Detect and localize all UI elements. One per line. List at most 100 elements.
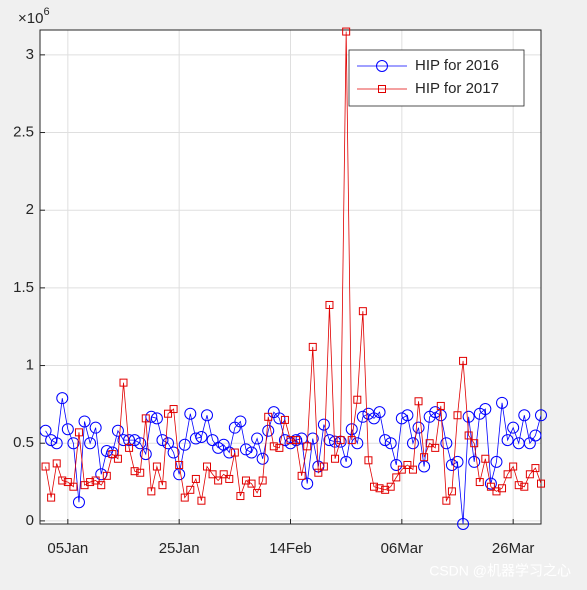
marker	[108, 450, 117, 459]
marker	[514, 481, 523, 490]
marker	[184, 407, 197, 420]
marker	[162, 437, 175, 450]
y-multiplier-exponent: 6	[43, 6, 49, 18]
marker	[509, 462, 518, 471]
marker	[325, 300, 334, 309]
legend-marker	[378, 85, 386, 93]
y-tick-label: 2.5	[13, 123, 34, 140]
marker	[273, 412, 286, 425]
marker	[251, 432, 264, 445]
x-tick-label: 26Mar	[492, 540, 535, 557]
marker	[498, 484, 507, 493]
marker	[319, 462, 328, 471]
legend-label: HIP for 2017	[415, 80, 499, 97]
x-tick-label: 25Jan	[159, 540, 200, 557]
marker	[403, 460, 412, 469]
marker	[195, 431, 208, 444]
marker	[292, 436, 301, 445]
marker	[408, 465, 417, 474]
marker	[206, 434, 219, 447]
marker	[429, 406, 442, 419]
marker	[139, 448, 152, 461]
marker	[317, 418, 330, 431]
marker	[247, 479, 256, 488]
marker	[503, 470, 512, 479]
x-tick-label: 14Feb	[269, 540, 312, 557]
marker	[342, 27, 351, 36]
marker	[340, 455, 353, 468]
marker	[113, 454, 122, 463]
marker	[253, 488, 262, 497]
marker	[201, 409, 213, 422]
marker	[212, 441, 225, 454]
marker	[152, 462, 161, 471]
marker	[191, 474, 200, 483]
y-tick-label: 2	[26, 201, 34, 218]
marker	[95, 468, 108, 481]
marker	[197, 496, 206, 505]
marker	[245, 446, 258, 459]
marker	[175, 460, 184, 469]
marker	[58, 476, 67, 485]
marker	[496, 396, 509, 409]
marker	[468, 455, 481, 468]
marker	[52, 459, 61, 468]
series-group	[40, 27, 547, 530]
marker	[141, 414, 150, 423]
marker	[164, 409, 173, 418]
y-tick-label: 3	[26, 46, 34, 63]
marker	[225, 474, 234, 483]
marker	[186, 485, 195, 494]
marker	[379, 434, 392, 447]
marker	[111, 424, 124, 437]
marker	[531, 464, 540, 473]
marker	[45, 434, 58, 447]
y-tick-label: 0	[26, 512, 34, 529]
y-multiplier-base: ×10	[18, 10, 43, 27]
marker	[217, 438, 230, 451]
marker	[301, 477, 314, 490]
marker	[464, 431, 473, 440]
y-tick-label: 1.5	[13, 279, 34, 296]
marker	[63, 478, 72, 487]
marker	[78, 415, 91, 428]
marker	[447, 487, 456, 496]
marker	[462, 410, 475, 423]
marker	[453, 411, 462, 420]
marker	[169, 405, 178, 414]
marker	[353, 395, 362, 404]
marker	[518, 409, 531, 422]
marker	[384, 437, 397, 450]
marker	[69, 482, 78, 491]
marker	[264, 412, 273, 421]
marker	[425, 439, 434, 448]
marker	[445, 458, 458, 471]
marker	[86, 478, 95, 487]
y-tick-label: 1	[26, 357, 34, 374]
marker	[97, 481, 106, 490]
marker	[275, 443, 284, 452]
marker	[134, 437, 147, 450]
marker	[230, 448, 239, 457]
y-multiplier: ×106	[18, 6, 50, 27]
marker	[364, 456, 373, 465]
marker	[484, 477, 497, 490]
marker	[537, 479, 545, 488]
x-tick-label: 05Jan	[47, 540, 88, 557]
marker	[523, 437, 536, 450]
marker	[440, 437, 453, 450]
marker	[128, 434, 141, 447]
marker	[74, 428, 83, 437]
marker	[507, 421, 520, 434]
marker	[314, 468, 323, 477]
marker	[61, 423, 74, 436]
marker	[486, 482, 495, 491]
marker	[280, 415, 289, 424]
marker	[490, 455, 503, 468]
marker	[262, 424, 275, 437]
axes-box	[39, 29, 542, 525]
y-tick-label: 0.5	[13, 434, 34, 451]
marker	[130, 467, 139, 476]
